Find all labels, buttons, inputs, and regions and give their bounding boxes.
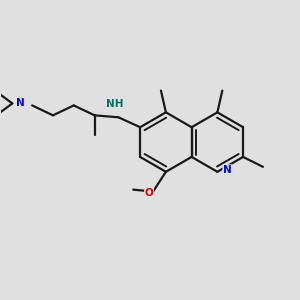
Text: NH: NH (106, 99, 123, 110)
Text: N: N (223, 165, 232, 175)
Text: O: O (145, 188, 153, 198)
Text: N: N (16, 98, 25, 108)
